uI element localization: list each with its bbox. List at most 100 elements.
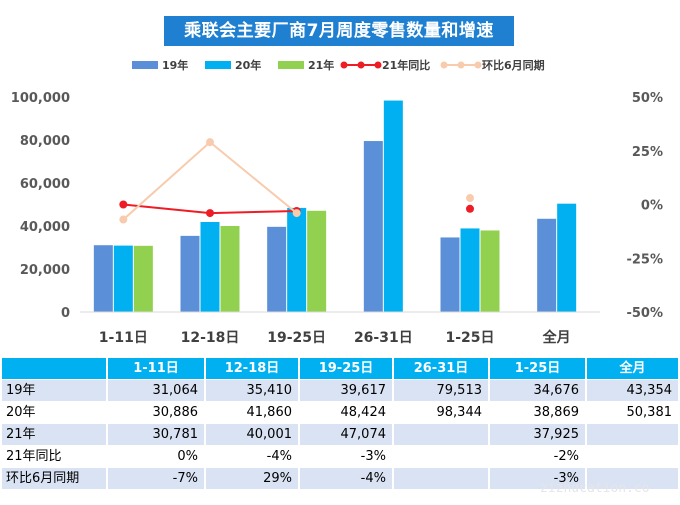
legend-marker	[374, 61, 382, 69]
table-cell: -4%	[206, 446, 298, 467]
table-header-cell: 全月	[587, 358, 678, 379]
y-tick-label: 20,000	[20, 263, 70, 278]
x-tick-label: 12-18日	[181, 330, 240, 346]
series-point	[206, 138, 214, 147]
bar	[480, 230, 500, 312]
x-tick-label: 26-31日	[354, 330, 413, 346]
legend-swatch	[278, 61, 304, 69]
legend-marker	[457, 61, 465, 69]
bar	[383, 100, 403, 313]
y2-tick-label: -25%	[626, 252, 663, 267]
bar	[180, 235, 200, 312]
table-header-cell: 1-11日	[108, 358, 204, 379]
table-row-label: 21年同比	[2, 446, 106, 467]
table-row-label: 21年	[2, 424, 106, 445]
bar	[93, 245, 113, 312]
y-tick-label: 40,000	[20, 220, 70, 235]
table-cell: 30,781	[108, 424, 204, 445]
table-cell: -4%	[300, 468, 392, 489]
table-cell: -2%	[490, 446, 585, 467]
table-row: 19年 31,064 35,410 39,617 79,513 34,676 43,354	[0, 379, 680, 401]
table-cell: 79,513	[394, 380, 488, 401]
table-cell: 40,001	[206, 424, 298, 445]
bar	[460, 228, 480, 312]
x-axis: 1-11日 12-18日 19-25日 26-31日 1-25日 全月	[99, 329, 571, 346]
table-row-label: 20年	[2, 402, 106, 423]
table-row-label: 19年	[2, 380, 106, 401]
table-row: 环比6月同期 -7% 29% -4% -3%	[0, 467, 680, 489]
y2-tick-label: 0%	[641, 199, 663, 214]
bar	[133, 245, 153, 312]
legend-marker	[340, 61, 348, 69]
watermark: zizhucation.co	[540, 481, 650, 496]
bar	[113, 245, 133, 312]
legend-swatch	[132, 61, 158, 69]
bar	[440, 237, 460, 312]
x-tick-label: 1-25日	[445, 330, 494, 346]
bar	[363, 141, 383, 312]
series-point	[466, 194, 474, 203]
table-cell: 31,064	[108, 380, 204, 401]
table-cell	[587, 424, 678, 445]
table-cell: 30,886	[108, 402, 204, 423]
y2-tick-label: 25%	[632, 145, 663, 160]
y-axis-right: -50% -25% 0% 25% 50%	[626, 91, 663, 321]
legend-label: 21年	[308, 58, 334, 72]
table-row: 20年 30,886 41,860 48,424 98,344 38,869 50,381	[0, 401, 680, 423]
table-cell	[587, 468, 678, 489]
legend-label: 20年	[235, 58, 261, 72]
table-cell	[587, 446, 678, 467]
y-tick-label: 0	[61, 306, 70, 321]
y2-tick-label: 50%	[632, 91, 663, 106]
table-row-label: 环比6月同期	[2, 468, 106, 489]
series-point	[292, 209, 301, 218]
series-point	[466, 204, 474, 213]
legend-swatch	[205, 61, 231, 69]
table-cell: 38,869	[490, 402, 585, 423]
series-point	[119, 215, 128, 224]
table-cell: 41,860	[206, 402, 298, 423]
bar	[220, 225, 240, 312]
bar	[557, 203, 577, 312]
table-cell	[394, 468, 488, 489]
y2-tick-label: -50%	[626, 306, 663, 321]
y-axis-left: 0 20,000 40,000 60,000 80,000 100,000	[11, 91, 70, 321]
table-header-cell: 19-25日	[300, 358, 392, 379]
lines-layer	[119, 138, 474, 224]
table-cell: 35,410	[206, 380, 298, 401]
table-cell: -3%	[300, 446, 392, 467]
table-cell: 48,424	[300, 402, 392, 423]
series-point	[206, 209, 214, 218]
bar	[200, 222, 220, 312]
table-cell: -7%	[108, 468, 204, 489]
x-tick-label: 全月	[542, 329, 571, 346]
x-tick-label: 19-25日	[267, 330, 326, 346]
table-cell: -3%	[490, 468, 585, 489]
y-tick-label: 100,000	[11, 91, 70, 106]
legend-marker	[357, 61, 365, 69]
legend-marker	[474, 61, 482, 69]
table-cell: 98,344	[394, 402, 488, 423]
bar	[537, 218, 557, 312]
bar	[267, 226, 287, 312]
legend-label: 19年	[162, 58, 188, 72]
table-cell: 47,074	[300, 424, 392, 445]
chart-area: 19年 20年 21年 21年同比 环比6月同期 0 20,000 40,000 60,000…	[11, 58, 663, 346]
table-cell: 50,381	[587, 402, 678, 423]
table-row: 21年 30,781 40,001 47,074 37,925	[0, 423, 680, 445]
table-header-cell: 26-31日	[394, 358, 488, 379]
y-tick-label: 60,000	[20, 177, 70, 192]
legend-label: 环比6月同期	[482, 58, 545, 72]
table-header: 1-11日 12-18日 19-25日 26-31日 1-25日 全月	[0, 357, 680, 379]
table-header-cell: 1-25日	[490, 358, 585, 379]
table-cell: 37,925	[490, 424, 585, 445]
legend: 19年 20年 21年 21年同比 环比6月同期	[132, 58, 545, 72]
chart-title: 乘联会主要厂商7月周度零售数量和增速	[164, 16, 514, 46]
table-header-cell	[2, 358, 106, 379]
table-cell: 39,617	[300, 380, 392, 401]
bars-layer	[80, 100, 600, 313]
series-point	[119, 200, 128, 209]
table-row: 21年同比 0% -4% -3% -2%	[0, 445, 680, 467]
bar	[287, 207, 307, 312]
legend-label: 21年同比	[382, 58, 430, 72]
